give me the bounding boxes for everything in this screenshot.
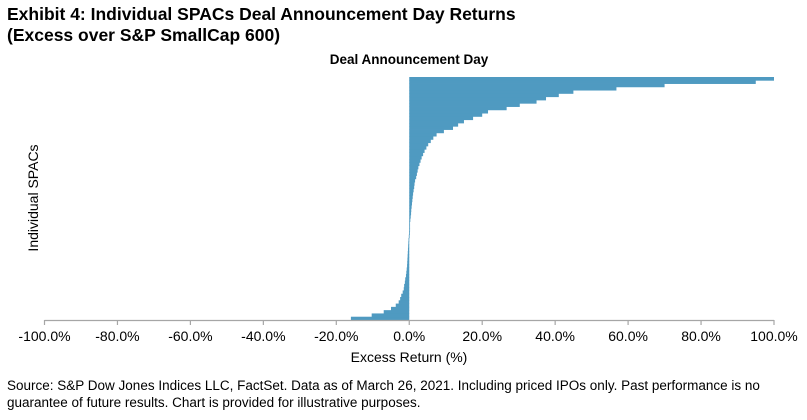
bar <box>408 234 410 239</box>
chart-title-line2: (Excess over S&P SmallCap 600) <box>7 25 281 45</box>
bar <box>407 264 410 268</box>
bar <box>409 159 421 163</box>
bar <box>409 99 537 104</box>
bar <box>409 116 474 121</box>
bar <box>409 83 665 88</box>
bar <box>409 221 411 226</box>
bar <box>409 165 419 170</box>
bar <box>395 303 410 308</box>
x-axis-label: Excess Return (%) <box>350 349 468 365</box>
bar <box>404 280 410 285</box>
bar <box>405 277 410 281</box>
bar <box>408 237 410 242</box>
x-tick-label: 80.0% <box>681 328 721 344</box>
bar <box>391 306 410 311</box>
bar <box>409 80 756 84</box>
bar <box>409 185 415 190</box>
bar <box>409 152 424 157</box>
bar <box>409 162 420 167</box>
bar <box>409 90 574 94</box>
bar <box>350 316 410 321</box>
bar <box>409 136 434 140</box>
bar <box>406 267 410 272</box>
bar <box>409 175 417 180</box>
x-tick-label: 100.0% <box>750 328 797 344</box>
source-note: Source: S&P Dow Jones Indices LLC, FactS… <box>7 378 760 410</box>
bar <box>402 290 410 295</box>
bar <box>409 188 414 193</box>
bar <box>383 310 410 314</box>
bar <box>409 122 459 127</box>
bar <box>409 155 422 160</box>
bar <box>407 251 410 255</box>
chart-title: Exhibit 4: Individual SPACs Deal Announc… <box>7 4 516 46</box>
x-tick-label: 20.0% <box>462 328 502 344</box>
x-tick-label: -40.0% <box>241 328 285 344</box>
x-tick-label: 60.0% <box>608 328 648 344</box>
x-tick-label: -80.0% <box>95 328 139 344</box>
bar <box>409 119 464 124</box>
bar <box>408 241 410 245</box>
x-tick-label: -60.0% <box>168 328 212 344</box>
bar <box>409 198 413 203</box>
bar <box>409 178 416 183</box>
chart-subtitle: Deal Announcement Day <box>329 52 489 67</box>
bar <box>401 293 410 298</box>
bar <box>409 191 414 196</box>
bar <box>409 168 418 173</box>
bar <box>409 109 489 114</box>
bar <box>400 297 410 301</box>
bar <box>407 254 410 259</box>
bar <box>409 195 413 199</box>
bar <box>405 274 410 278</box>
bar <box>409 231 410 236</box>
x-tick-label: 40.0% <box>535 328 575 344</box>
bar <box>404 283 410 288</box>
bar <box>409 201 412 206</box>
bar <box>409 132 437 137</box>
bar <box>409 224 411 229</box>
bar <box>409 145 427 150</box>
bar <box>409 103 520 107</box>
bar <box>403 287 410 291</box>
x-tick-label: -100.0% <box>18 328 70 344</box>
bar <box>407 257 410 262</box>
bar <box>409 208 412 213</box>
bar <box>409 86 617 91</box>
bar <box>409 142 429 147</box>
bar <box>409 182 415 186</box>
bar <box>409 93 559 98</box>
x-tick-label: -20.0% <box>314 328 358 344</box>
chart-title-line1: Exhibit 4: Individual SPACs Deal Announc… <box>7 4 516 24</box>
bar <box>408 244 410 249</box>
bar <box>409 228 411 232</box>
bar <box>398 300 410 304</box>
bar <box>406 270 410 275</box>
bar <box>409 113 483 117</box>
bar <box>409 126 454 130</box>
bar <box>409 218 411 222</box>
bar <box>409 139 431 144</box>
bar <box>409 149 425 153</box>
bar <box>407 247 410 252</box>
bar <box>409 205 412 209</box>
bars-group <box>350 77 774 321</box>
bar <box>407 260 410 265</box>
bar <box>409 106 507 111</box>
bar <box>409 214 411 219</box>
bar <box>409 96 547 101</box>
bar <box>409 77 774 81</box>
x-tick-label: 0.0% <box>393 328 425 344</box>
bar <box>409 129 444 134</box>
bar <box>409 172 417 176</box>
x-axis: -100.0% -80.0% -60.0% -40.0% -20.0% 0.0% 20.0%… <box>18 319 798 344</box>
bar <box>409 211 412 216</box>
bar <box>371 313 410 318</box>
